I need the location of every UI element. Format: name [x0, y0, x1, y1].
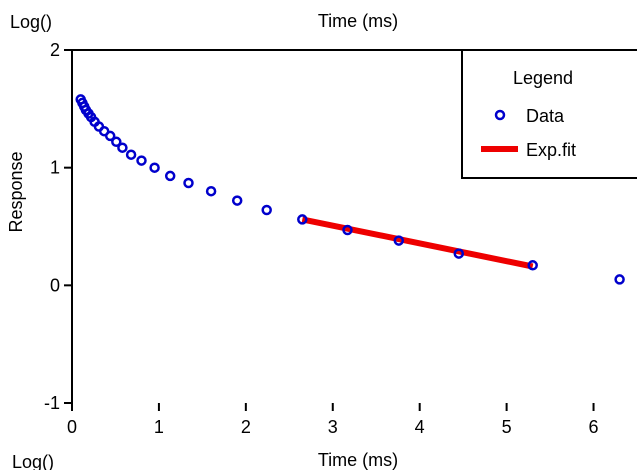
x-tick-label: 5	[502, 417, 512, 437]
fit-line	[301, 216, 534, 270]
legend: Legend Data Exp.fit	[461, 49, 637, 179]
data-point	[149, 162, 160, 173]
x-tick-label: 1	[154, 417, 164, 437]
legend-entry-data: Data	[526, 106, 565, 126]
data-point	[453, 248, 465, 259]
legend-title: Legend	[513, 68, 573, 88]
data-point	[183, 177, 194, 189]
data-point	[104, 130, 116, 142]
chart-title-bottom: Time (ms)	[318, 450, 398, 470]
plot-area	[75, 94, 625, 285]
data-point	[342, 224, 353, 236]
legend-box	[461, 49, 637, 179]
data-point	[117, 142, 128, 153]
chart-title-top: Time (ms)	[318, 11, 398, 31]
y-tick-label: -1	[44, 393, 60, 413]
y-tick-label: 2	[50, 40, 60, 60]
legend-data-marker	[494, 109, 506, 121]
data-point	[527, 260, 538, 271]
data-point	[393, 235, 405, 246]
data-point	[231, 195, 243, 206]
data-point	[125, 149, 137, 160]
x-tick-label: 3	[328, 417, 338, 437]
x-tick-label: 6	[589, 417, 599, 437]
x-tick-label: 2	[241, 417, 251, 437]
y-tick-label: 1	[50, 158, 60, 178]
legend-entry-fit: Exp.fit	[526, 140, 576, 160]
data-point	[261, 204, 272, 216]
corner-label-top-left: Log()	[10, 12, 52, 32]
x-tick-label: 4	[415, 417, 425, 437]
data-point	[614, 274, 625, 285]
corner-label-bottom-left: Log()	[12, 452, 54, 470]
data-point	[111, 136, 122, 148]
x-tick-label: 0	[67, 417, 77, 437]
y-tick-label: 0	[50, 275, 60, 295]
data-point	[205, 185, 217, 197]
data-point	[297, 214, 308, 225]
data-point	[136, 155, 147, 166]
data-point	[164, 170, 176, 182]
y-axis-label: Response	[6, 151, 26, 232]
